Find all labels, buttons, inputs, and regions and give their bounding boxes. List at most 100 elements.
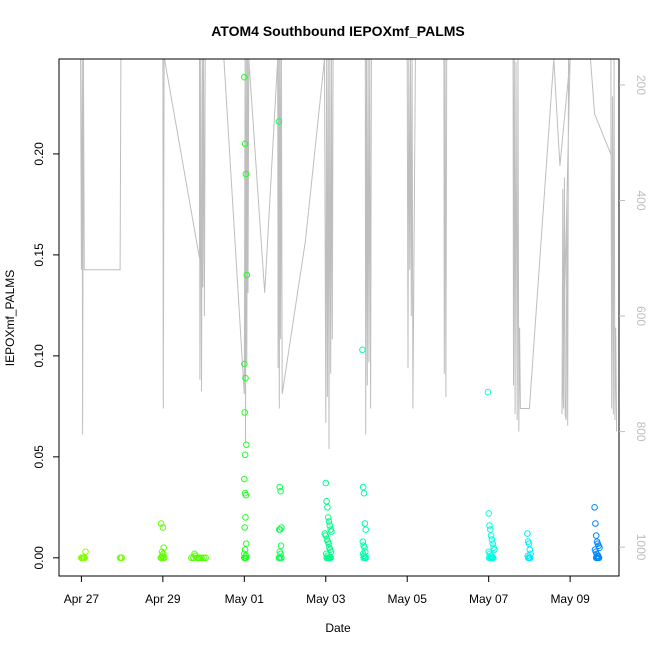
data-point [78, 554, 85, 562]
data-point [242, 170, 250, 178]
data-point [277, 542, 285, 550]
data-point [595, 554, 602, 562]
x-tick-label: Apr 29 [145, 592, 181, 606]
data-point [241, 360, 248, 368]
data-point [276, 483, 284, 491]
data-point [325, 554, 332, 562]
data-point [160, 544, 167, 552]
data-point [359, 346, 366, 354]
x-tick-label: May 01 [225, 592, 265, 606]
plot-frame [58, 58, 620, 577]
data-point [359, 483, 367, 491]
data-point [202, 554, 209, 562]
data-point [485, 510, 493, 517]
y-tick-label: 0.20 [32, 142, 46, 166]
x-tick-label: May 07 [469, 592, 509, 606]
y-tick-label: 0.10 [32, 344, 46, 368]
data-point [241, 73, 248, 81]
data-point [324, 504, 331, 511]
data-point [276, 554, 283, 562]
data-point [275, 118, 283, 125]
data-point [241, 409, 248, 416]
data-point [241, 475, 248, 483]
data-point [360, 489, 368, 497]
data-point [592, 532, 600, 539]
data-point [486, 522, 493, 529]
y-axis: 0.00 0.05 0.10 0.15 0.20 [32, 142, 59, 570]
data-point [324, 514, 332, 521]
data-point [524, 530, 531, 537]
data-point [488, 536, 496, 543]
data-point [241, 550, 248, 558]
data-point [328, 528, 335, 535]
data-point [276, 526, 284, 533]
data-point [360, 554, 367, 562]
data-point [322, 479, 330, 487]
data-point [241, 140, 249, 148]
x-axis-label: Date [325, 621, 351, 635]
x-tick-label: May 09 [550, 592, 590, 606]
data-point [361, 520, 369, 527]
data-point [362, 554, 370, 562]
x-tick-label: May 03 [306, 592, 346, 606]
data-point [82, 548, 89, 556]
data-point [323, 498, 330, 505]
right-axis: 200 400 600 800 1000 [619, 75, 648, 561]
data-point [118, 554, 125, 562]
data-point [326, 522, 334, 529]
y-tick-label: 0.15 [32, 243, 46, 267]
data-point [157, 520, 165, 527]
data-point [243, 271, 251, 279]
data-point [491, 546, 498, 554]
data-point [200, 554, 207, 562]
x-tick-label: May 05 [388, 592, 428, 606]
data-point [242, 554, 250, 562]
y-tick-label: 0.05 [32, 445, 46, 469]
data-point [241, 489, 249, 497]
data-point [325, 540, 332, 548]
data-point [327, 554, 335, 562]
x-axis: Apr 27 Apr 29 May 01 May 03 May 05 May 07 May … [64, 576, 590, 606]
data-point [361, 544, 368, 552]
data-point [241, 524, 248, 531]
data-point [592, 520, 599, 527]
data-point [191, 550, 198, 558]
data-point [591, 504, 598, 511]
data-point [188, 554, 195, 562]
data-point [241, 451, 249, 459]
data-point [242, 514, 249, 521]
data-point [484, 388, 492, 396]
data-point [277, 487, 284, 495]
right-tick-label: 600 [634, 306, 648, 326]
data-point [242, 374, 249, 382]
data-point [198, 554, 205, 562]
data-point [159, 524, 167, 531]
data-points-group [78, 73, 603, 562]
data-point [526, 546, 534, 554]
data-point [159, 554, 167, 562]
data-point [277, 550, 284, 558]
right-tick-label: 1000 [634, 534, 648, 561]
data-point [525, 554, 533, 562]
data-point [195, 554, 202, 562]
data-point [243, 540, 250, 548]
data-point [362, 526, 370, 533]
altitude-trace-line [80, 58, 618, 449]
right-tick-label: 800 [634, 422, 648, 442]
y-tick-label: 0.00 [32, 546, 46, 570]
y-axis-label: IEPOXmf_PALMS [3, 270, 17, 366]
x-tick-label: Apr 27 [64, 592, 100, 606]
data-point [241, 546, 249, 554]
altitude-trace-group [80, 58, 618, 449]
data-point [322, 532, 330, 539]
data-point [487, 526, 494, 533]
data-point [325, 518, 333, 525]
chart-title: ATOM4 Southbound IEPOXmf_PALMS [211, 23, 465, 39]
right-tick-label: 200 [634, 75, 648, 95]
data-point [489, 540, 497, 548]
data-point [359, 538, 367, 546]
data-point [489, 554, 497, 562]
data-point [487, 532, 495, 539]
right-tick-label: 400 [634, 191, 648, 211]
